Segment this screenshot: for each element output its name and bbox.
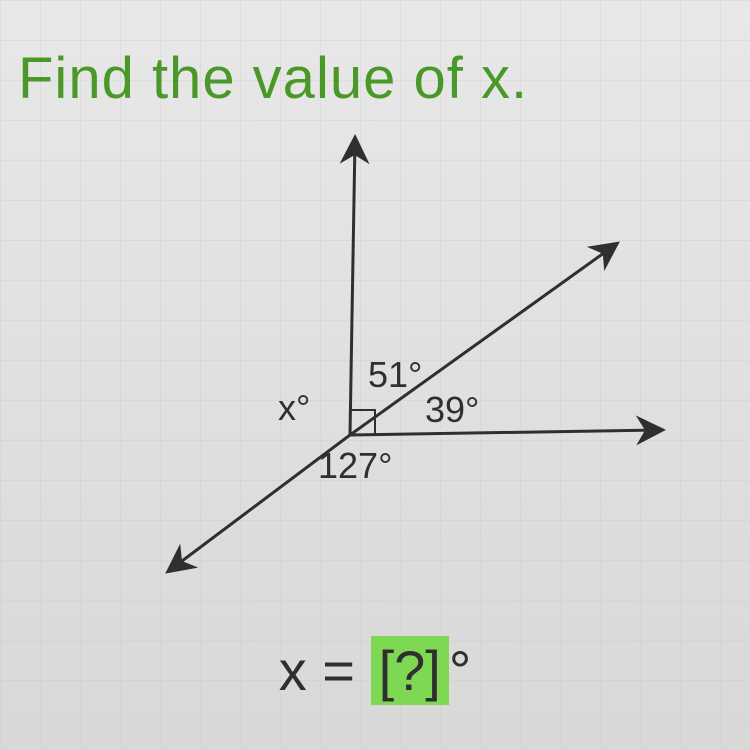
page-title: Find the value of x. [18, 45, 528, 112]
angle-diagram: 51° 39° x° 127° [60, 120, 680, 600]
angle-39: 39° [425, 389, 479, 430]
angle-127: 127° [318, 445, 392, 486]
answer-prefix: x = [279, 639, 371, 702]
angle-x: x° [278, 387, 310, 428]
ray-up [350, 140, 355, 435]
ray-right [350, 430, 660, 435]
ray-diag-upper-right [350, 245, 615, 435]
answer-placeholder[interactable]: [?] [371, 636, 449, 705]
answer-line: x = [?]° [0, 636, 750, 705]
answer-suffix: ° [449, 639, 471, 702]
angle-51: 51° [368, 354, 422, 395]
